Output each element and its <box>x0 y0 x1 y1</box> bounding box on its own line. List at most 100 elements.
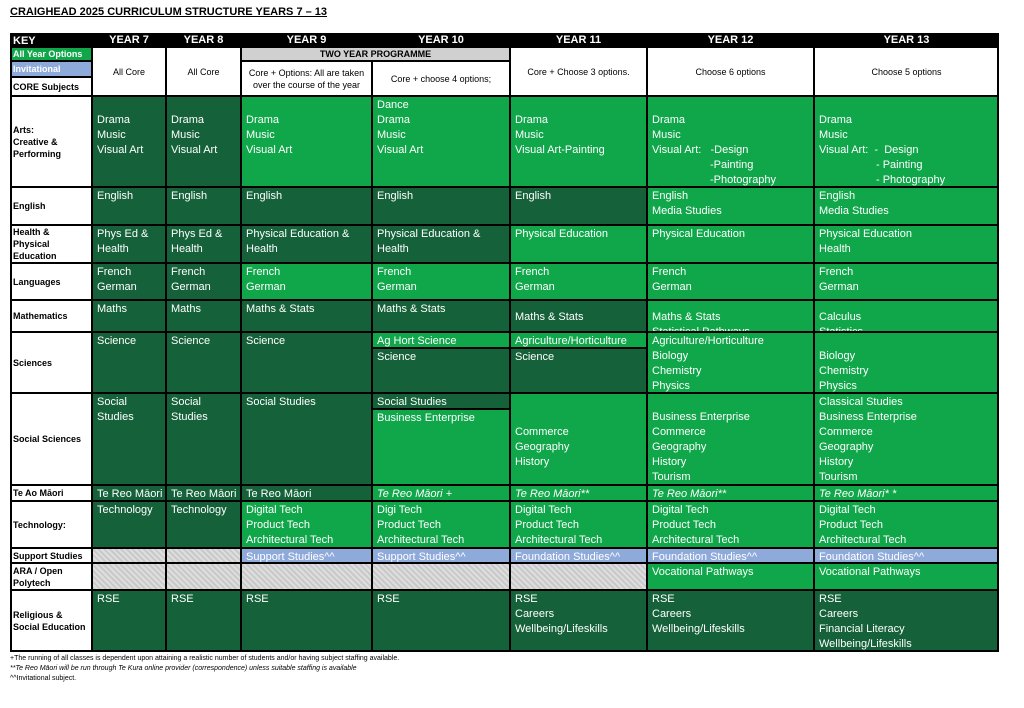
subject-line: Architectural Tech <box>246 534 334 546</box>
subject-cell: Agriculture/Horticulture <box>510 332 647 348</box>
subject-cell: Maths <box>166 300 241 332</box>
subject-line: French <box>652 266 687 278</box>
subject-cell: Maths & Stats <box>510 300 647 332</box>
subject-line: Product Tech <box>377 519 442 531</box>
area-label-line: Te Ao Māori <box>13 488 64 498</box>
subject-line: German <box>97 281 137 293</box>
subject-line: English <box>97 190 134 202</box>
subject-line: Wellbeing/Lifeskills <box>819 638 912 650</box>
subject-cell: Science <box>241 332 372 393</box>
subject-line: Drama <box>97 114 131 126</box>
subject-line: French <box>819 266 854 278</box>
subject-line: Science <box>515 351 555 363</box>
subject-line: Visual Art: -Design <box>652 144 749 156</box>
subject-line: Geography <box>819 441 874 453</box>
subject-cell: Science <box>510 348 647 393</box>
subject-line: Visual Art-Painting <box>515 144 605 156</box>
subject-line: English <box>819 190 856 202</box>
subject-cell: Drama Music Visual Art <box>166 96 241 187</box>
area-label-line: Religious & <box>13 610 63 620</box>
subject-line: Drama <box>819 114 853 126</box>
subject-line: English <box>246 190 283 202</box>
subject-cell: English <box>166 187 241 225</box>
subject-line: History <box>819 456 854 468</box>
subject-line: Product Tech <box>515 519 580 531</box>
area-label-line: Mathematics <box>13 311 68 321</box>
subject-cell: English Media Studies <box>814 187 999 225</box>
subject-line: Tourism <box>652 471 691 483</box>
subject-line: Health <box>819 243 851 255</box>
subject-line: Business Enterprise <box>819 411 917 423</box>
subject-cell: Classical Studies Business Enterprise Comm… <box>814 393 999 485</box>
subject-line: Te Reo Māori <box>246 488 312 500</box>
page-title: CRAIGHEAD 2025 CURRICULUM STRUCTURE YEAR… <box>10 6 328 18</box>
subject-cell: Phys Ed & Health <box>166 225 241 263</box>
subject-line: Te Reo Māori** <box>515 488 590 500</box>
subject-line: Agriculture/Horticulture <box>652 335 764 347</box>
subject-line: Architectural Tech <box>652 534 740 546</box>
subject-cell: Digi Tech Product Tech Architectural Tech <box>372 501 510 548</box>
subject-line: French <box>246 266 281 278</box>
subject-cell: RSE Careers Wellbeing/Lifeskills <box>510 590 647 652</box>
subject-line: French <box>377 266 412 278</box>
subject-line: Chemistry <box>652 365 702 377</box>
subject-cell: Physical Education Health <box>814 225 999 263</box>
subject-cell: Digital Tech Product Tech Architectural Te… <box>647 501 814 548</box>
subject-line: RSE <box>377 593 400 605</box>
subject-line: French <box>97 266 132 278</box>
column-divider <box>240 33 242 652</box>
subject-cell: Drama Music Visual Art: -Design -Painting -P… <box>647 96 814 187</box>
subject-cell: Physical Education & Health <box>372 225 510 263</box>
subject-cell: RSE <box>372 590 510 652</box>
subject-line: Architectural Tech <box>819 534 907 546</box>
subject-cell: Te Reo Māori <box>241 485 372 501</box>
subject-line: Statistical Pathways <box>652 325 750 332</box>
subject-line: Maths <box>97 303 127 315</box>
subject-line: Music <box>515 129 544 141</box>
subject-line: Digital Tech <box>819 504 876 516</box>
subject-cell: Social Studies <box>92 393 166 485</box>
subject-line: RSE <box>652 593 675 605</box>
subject-line: Maths & Stats <box>246 303 315 315</box>
subject-line: Health <box>246 243 278 255</box>
area-label-line: Languages <box>13 276 61 287</box>
subject-cell: Drama Music Visual Art-Painting <box>510 96 647 187</box>
subject-cell: RSE Careers Wellbeing/Lifeskills <box>647 590 814 652</box>
subject-line: Careers <box>652 608 692 620</box>
area-label-line: Arts: <box>13 124 35 135</box>
year-header: YEAR 10 <box>372 33 510 47</box>
column-divider <box>509 33 511 652</box>
year-options: Choose 6 options <box>647 47 814 96</box>
subject-line: Music <box>377 129 406 141</box>
subject-line: Visual Art <box>377 144 424 156</box>
subject-line: Physical Education <box>819 228 912 240</box>
subject-line: Music <box>97 129 126 141</box>
subject-line: Studies <box>171 411 208 423</box>
subject-line: Product Tech <box>246 519 311 531</box>
subject-line: Drama <box>652 114 686 126</box>
subject-line: English <box>515 190 552 202</box>
area-label-line: Health & <box>13 227 50 237</box>
subject-line: Science <box>246 335 286 347</box>
area-label-line: Polytech <box>13 577 51 588</box>
subject-line: German <box>246 281 286 293</box>
subject-line: German <box>819 281 859 293</box>
subject-line: Drama <box>246 114 280 126</box>
subject-cell <box>372 563 510 590</box>
area-label-line: Support Studies <box>13 550 83 561</box>
table-frame <box>10 33 999 652</box>
subject-line: Classical Studies <box>819 396 903 408</box>
subject-line: Visual Art <box>171 144 218 156</box>
subject-line: Product Tech <box>652 519 717 531</box>
subject-line: Health <box>171 243 203 255</box>
subject-cell: Science <box>92 332 166 393</box>
subject-cell: Foundation Studies^^ <box>647 548 814 563</box>
subject-cell: French German <box>92 263 166 300</box>
subject-line: Careers <box>515 608 555 620</box>
area-label-line: Social Education <box>13 622 86 632</box>
subject-cell: Te Reo Māori* * <box>814 485 999 501</box>
area-label-line: Physical <box>13 239 50 249</box>
subject-cell: French German <box>647 263 814 300</box>
subject-cell: Te Reo Māori** <box>647 485 814 501</box>
